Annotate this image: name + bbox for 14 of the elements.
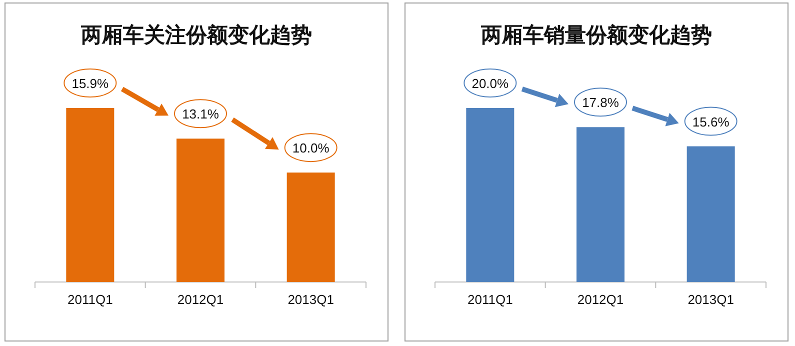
x-tick-label: 2011Q1: [468, 292, 513, 307]
x-tick-label: 2013Q1: [288, 292, 334, 307]
x-tick-label: 2012Q1: [577, 292, 624, 307]
x-tick-label: 2013Q1: [688, 292, 734, 307]
chart-title: 两厢车关注份额变化趋势: [80, 23, 312, 47]
x-tick-label: 2012Q1: [177, 292, 224, 307]
data-label: 13.1%: [182, 106, 220, 122]
chart-title: 两厢车销量份额变化趋势: [480, 23, 712, 47]
data-label: 20.0%: [472, 76, 510, 91]
data-label: 17.8%: [582, 95, 620, 110]
x-tick-label: 2011Q1: [68, 292, 113, 307]
data-label: 10.0%: [292, 140, 330, 156]
data-label: 15.6%: [692, 114, 730, 130]
data-label: 15.9%: [72, 76, 110, 91]
